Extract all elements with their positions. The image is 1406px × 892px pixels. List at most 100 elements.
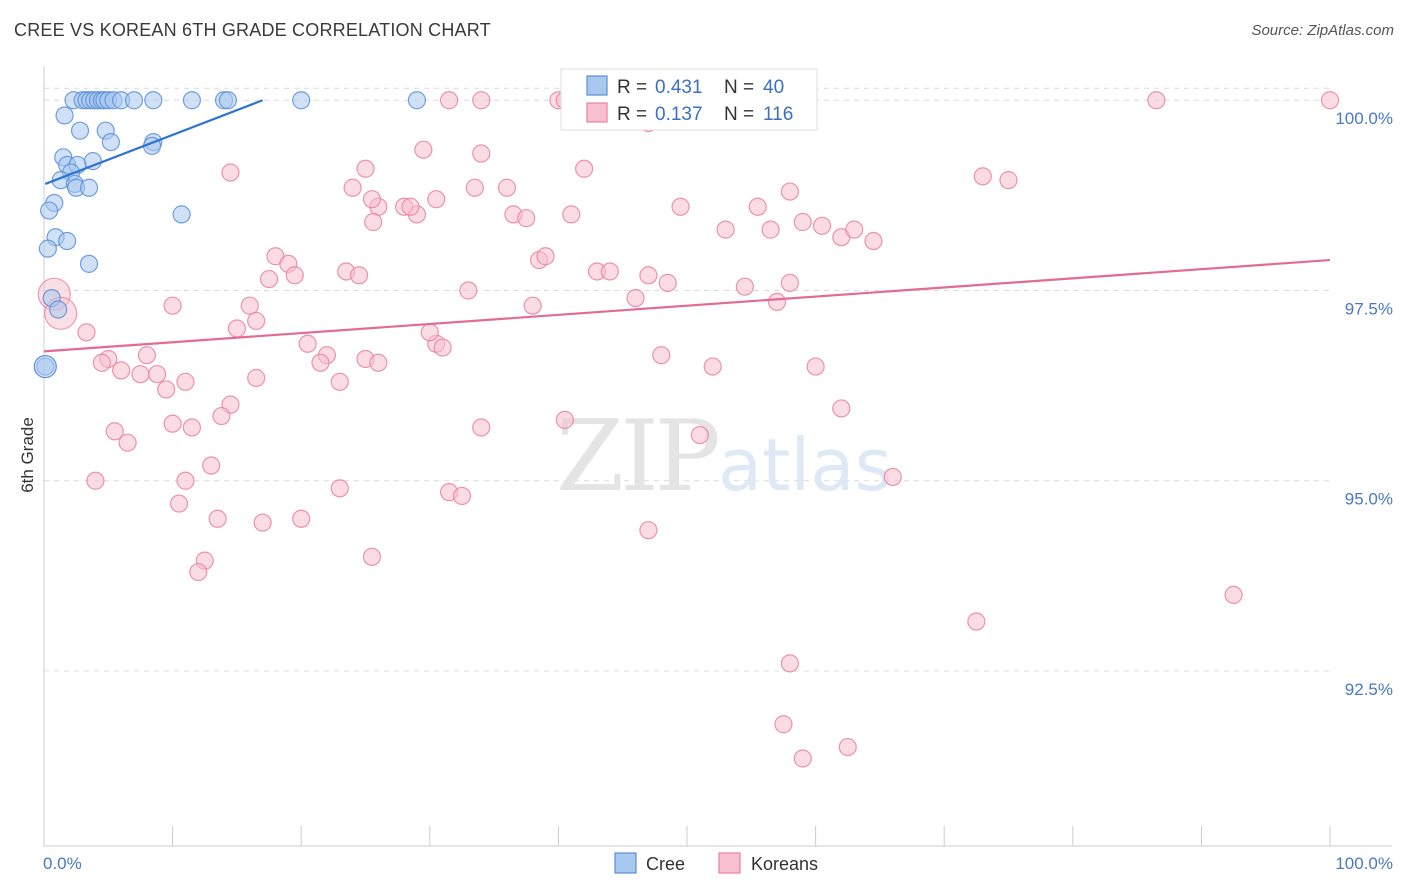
korean-point bbox=[452, 486, 472, 506]
x-tick-label-left: 0.0% bbox=[43, 854, 82, 873]
korean-point bbox=[600, 262, 619, 281]
legend-r-label-koreans: R = bbox=[617, 104, 647, 125]
cree-point bbox=[49, 300, 68, 319]
svg-text:atlas: atlas bbox=[718, 423, 892, 507]
korean-point bbox=[472, 144, 491, 163]
cree-point-large bbox=[33, 354, 57, 379]
korean-point bbox=[1147, 91, 1166, 110]
korean-point bbox=[832, 399, 851, 418]
korean-point bbox=[148, 365, 167, 384]
korean-point bbox=[671, 197, 690, 216]
cree-trend-line bbox=[44, 99, 264, 185]
korean-point bbox=[497, 178, 517, 197]
korean-point bbox=[845, 220, 864, 239]
cree-point bbox=[292, 91, 311, 110]
grid-layer: 100.0% 97.5% 95.0% 92.5% bbox=[44, 87, 1393, 699]
korean-point bbox=[439, 91, 459, 110]
korean-point bbox=[973, 167, 992, 186]
korean-point bbox=[208, 509, 227, 528]
legend-swatch-koreans bbox=[586, 102, 608, 123]
korean-point bbox=[176, 471, 195, 490]
bottom-legend-swatch-cree bbox=[614, 852, 637, 874]
korean-point bbox=[575, 159, 594, 178]
korean-point bbox=[311, 353, 330, 372]
legend-n-value-koreans: 116 bbox=[763, 104, 793, 125]
korean-point bbox=[221, 163, 240, 182]
cree-point bbox=[79, 254, 99, 273]
korean-point bbox=[761, 220, 780, 239]
korean-point bbox=[716, 220, 735, 239]
korean-point bbox=[369, 353, 388, 372]
korean-point bbox=[285, 266, 304, 285]
korean-point bbox=[658, 273, 677, 292]
y-tick-label: 92.5% bbox=[1345, 680, 1393, 699]
cree-point bbox=[101, 132, 120, 152]
cree-point bbox=[55, 106, 74, 125]
korean-point bbox=[112, 361, 131, 380]
korean-point bbox=[806, 357, 825, 376]
korean-point bbox=[562, 205, 581, 224]
bottom-legend-swatch-koreans bbox=[718, 852, 741, 874]
korean-point bbox=[472, 418, 491, 437]
legend: R = 0.431 N = 40 R = 0.137 N = 116 bbox=[560, 68, 818, 131]
korean-point bbox=[536, 247, 555, 266]
korean-point bbox=[420, 323, 439, 342]
cree-point bbox=[218, 91, 237, 110]
korean-point bbox=[401, 197, 420, 216]
y-tick-label: 95.0% bbox=[1345, 490, 1393, 509]
legend-r-label-cree: R = bbox=[617, 77, 647, 98]
legend-swatch-cree bbox=[586, 75, 608, 96]
korean-point bbox=[780, 273, 799, 292]
korean-point bbox=[118, 433, 137, 452]
korean-point bbox=[883, 467, 902, 487]
korean-point bbox=[298, 334, 317, 353]
korean-point bbox=[202, 456, 221, 475]
cree-point bbox=[40, 201, 59, 220]
korean-point bbox=[292, 509, 311, 528]
bottom-legend: Cree Koreans bbox=[614, 852, 818, 874]
legend-n-label-cree: N = bbox=[724, 77, 754, 98]
korean-point bbox=[433, 338, 452, 357]
korean-point bbox=[212, 406, 231, 426]
korean-point bbox=[176, 372, 195, 391]
korean-point bbox=[356, 159, 375, 178]
korean-point bbox=[105, 422, 124, 441]
korean-point bbox=[639, 521, 658, 540]
korean-point bbox=[703, 357, 722, 376]
korean-point bbox=[349, 266, 369, 285]
cree-point bbox=[182, 91, 201, 110]
axis-layer bbox=[43, 66, 1392, 847]
korean-point bbox=[465, 178, 484, 197]
korean-point bbox=[169, 494, 189, 513]
korean-point bbox=[77, 323, 96, 342]
korean-point bbox=[330, 372, 349, 391]
korean-point bbox=[227, 319, 246, 338]
korean-point bbox=[472, 91, 491, 110]
bottom-legend-label-cree: Cree bbox=[646, 854, 685, 874]
trend-layer bbox=[43, 99, 1331, 353]
korean-point bbox=[362, 190, 382, 209]
chart-source: Source: ZipAtlas.com bbox=[1251, 22, 1394, 39]
korean-point bbox=[767, 292, 787, 312]
korean-point bbox=[690, 425, 709, 445]
korean-point bbox=[748, 197, 767, 216]
korean-point bbox=[812, 216, 832, 235]
korean-point bbox=[780, 654, 799, 673]
korean-point bbox=[967, 612, 986, 631]
korean-trend-line bbox=[43, 258, 1331, 353]
korean-point bbox=[999, 171, 1018, 190]
legend-n-value-cree: 40 bbox=[763, 77, 784, 98]
points-layer bbox=[33, 91, 1340, 768]
cree-point bbox=[70, 121, 90, 140]
korean-point bbox=[793, 749, 812, 768]
watermark: ZIP atlas bbox=[556, 400, 892, 514]
korean-point bbox=[414, 140, 433, 159]
cree-point bbox=[172, 205, 191, 224]
korean-point bbox=[523, 296, 542, 315]
x-tick-label-right: 100.0% bbox=[1335, 854, 1393, 873]
korean-point bbox=[343, 178, 362, 197]
chart-title: CREE VS KOREAN 6TH GRADE CORRELATION CHA… bbox=[14, 20, 491, 40]
korean-point bbox=[247, 311, 266, 331]
korean-point bbox=[1224, 585, 1243, 604]
